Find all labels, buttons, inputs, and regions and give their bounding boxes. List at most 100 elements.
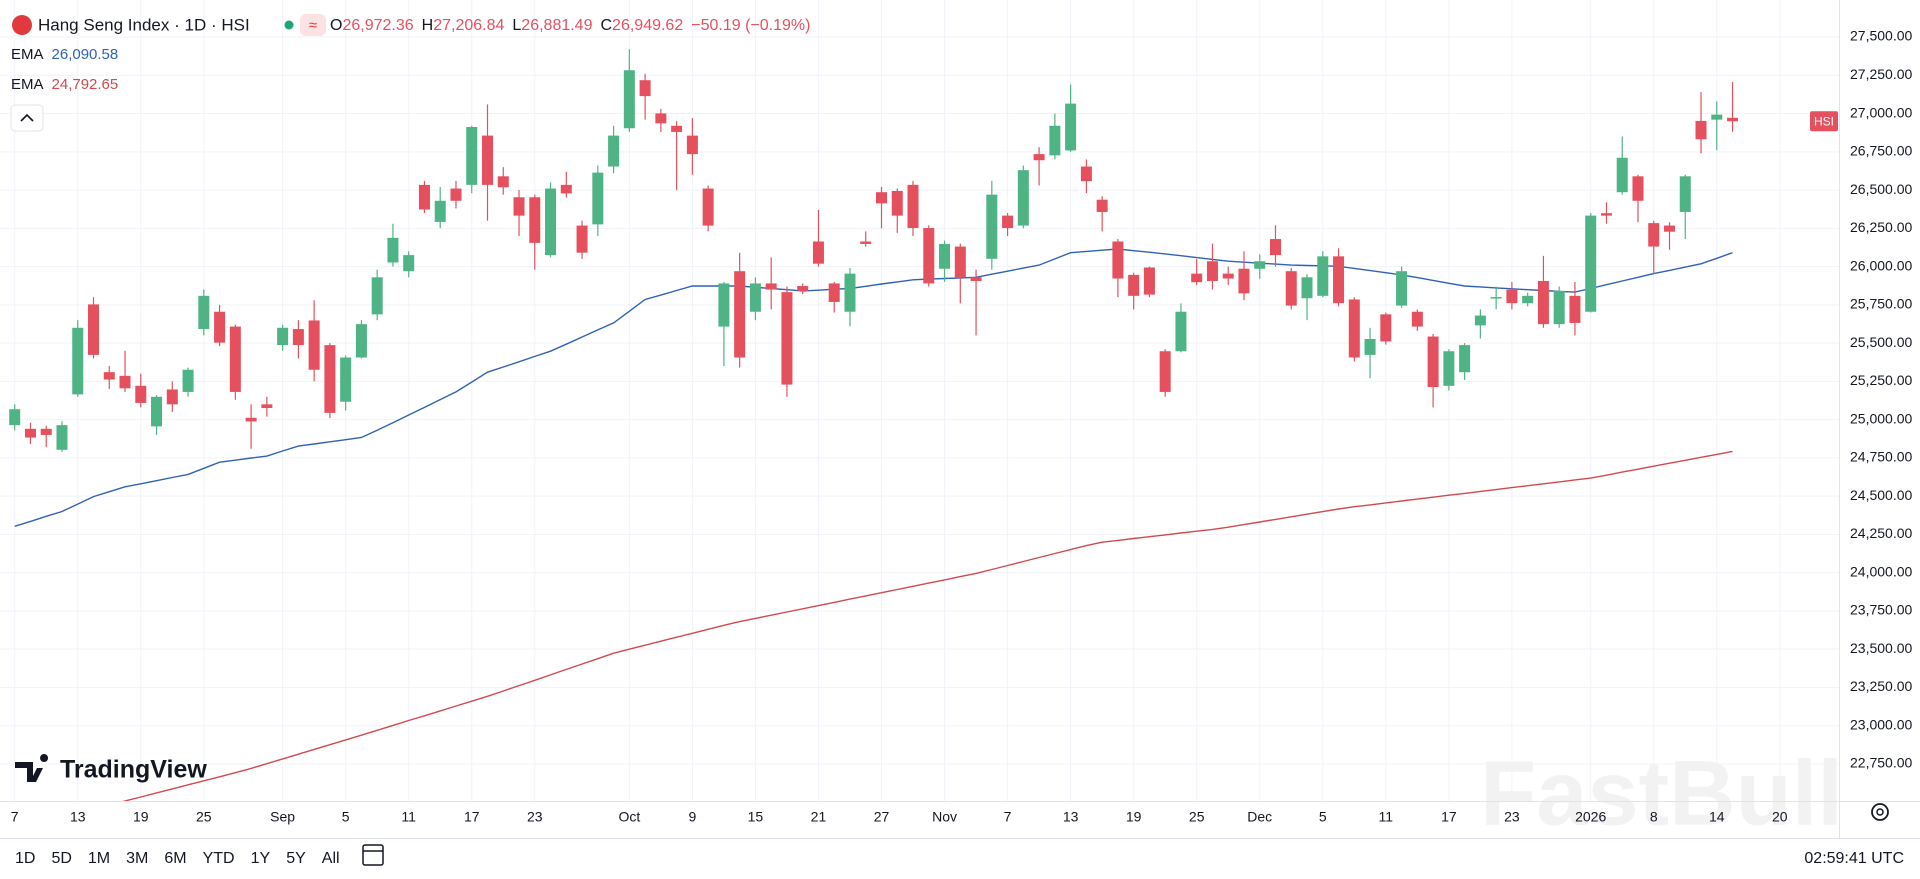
- candle-body: [450, 188, 462, 201]
- range-button[interactable]: YTD: [203, 850, 235, 867]
- range-button[interactable]: 1Y: [251, 850, 271, 867]
- x-tick-label: 5: [342, 809, 350, 825]
- candle-body: [1490, 297, 1502, 299]
- range-button[interactable]: 5D: [51, 850, 71, 867]
- x-tick-label: 15: [748, 809, 764, 825]
- settings-icon: [1876, 808, 1884, 816]
- candle-body: [103, 372, 115, 380]
- candle-body: [1333, 256, 1345, 304]
- y-tick-label: 26,000.00: [1850, 257, 1912, 273]
- x-tick-label: 11: [401, 809, 416, 825]
- x-tick-label: 25: [196, 809, 212, 825]
- candle-body: [277, 327, 289, 346]
- candle-body: [56, 425, 68, 450]
- y-tick-label: 27,000.00: [1850, 104, 1912, 120]
- candle-body: [876, 192, 887, 204]
- x-tick-label: Nov: [932, 809, 957, 825]
- candle-body: [119, 375, 131, 389]
- candle-body: [1254, 261, 1266, 269]
- candle-body: [655, 113, 667, 124]
- candle-body: [1648, 223, 1660, 247]
- candle-body: [1159, 351, 1171, 392]
- indicator-pill[interactable]: [300, 14, 326, 36]
- x-tick-label: 19: [1126, 809, 1142, 825]
- candle-body: [387, 237, 399, 263]
- candle-body: [1191, 273, 1203, 283]
- x-tick-label: 7: [11, 809, 19, 825]
- candle-body: [261, 404, 273, 408]
- symbol-icon: [12, 15, 32, 35]
- range-button[interactable]: All: [322, 850, 340, 867]
- candle-body: [9, 409, 21, 426]
- watermark: FastBull: [1480, 742, 1843, 844]
- candle-body: [324, 345, 336, 413]
- candle-body: [1679, 176, 1691, 212]
- range-button[interactable]: 3M: [126, 850, 148, 867]
- y-tick-label: 24,500.00: [1850, 487, 1912, 503]
- toolbar: 1D 5D 1M 3M 6M YTD 1Y 5Y All: [15, 850, 340, 867]
- ohlc-key: C: [600, 17, 612, 34]
- candle-body: [1112, 241, 1124, 279]
- candle-body: [907, 184, 919, 229]
- candle-body: [482, 135, 493, 185]
- ohlc-legend: O26,972.36 H27,206.84 L26,881.49 C26,949.62…: [330, 17, 810, 34]
- x-tick-label: 25: [1189, 809, 1205, 825]
- candle-body: [1695, 120, 1707, 140]
- clock: 02:59:41 UTC: [1804, 850, 1904, 867]
- y-tick-label: 23,750.00: [1850, 602, 1912, 618]
- ema-legend-value: 24,792.65: [52, 76, 119, 93]
- ohlc-value: 26,949.62: [612, 17, 683, 34]
- candle-body: [1537, 280, 1549, 325]
- candle-body: [1632, 176, 1644, 201]
- range-button[interactable]: 6M: [164, 850, 186, 867]
- candle-body: [1553, 290, 1565, 325]
- candle-body: [718, 283, 730, 327]
- range-button[interactable]: 1D: [15, 850, 35, 867]
- collapse-button[interactable]: [10, 104, 44, 132]
- candle-body: [1143, 267, 1155, 295]
- x-tick-label: 20: [1772, 809, 1788, 825]
- candle-body: [1270, 239, 1281, 256]
- ohlc-key: H: [422, 17, 434, 34]
- candle-body: [844, 273, 856, 312]
- candle-body: [560, 184, 572, 194]
- x-tick-label: 8: [1650, 809, 1658, 825]
- indicator-pill-icon: ≈: [309, 17, 317, 34]
- x-tick-label: 14: [1709, 809, 1725, 825]
- candle-body: [1222, 273, 1234, 279]
- candle-body: [198, 295, 210, 330]
- candle-body: [1049, 125, 1061, 156]
- candle-body: [418, 184, 430, 210]
- y-tick-label: 23,000.00: [1850, 716, 1912, 732]
- ohlc-value: 27,206.84: [433, 17, 504, 34]
- settings-button[interactable]: [1871, 803, 1889, 821]
- x-tick-label: 23: [527, 809, 543, 825]
- x-tick-label: 7: [1004, 809, 1012, 825]
- candle-body: [1080, 166, 1092, 182]
- x-tick-label: 19: [133, 809, 149, 825]
- candle-body: [1065, 103, 1077, 151]
- candle-body: [308, 320, 320, 370]
- candle-body: [355, 324, 367, 358]
- candle-body: [1616, 157, 1628, 193]
- candle-body: [1664, 225, 1675, 232]
- candle-body: [24, 428, 36, 438]
- range-button[interactable]: 5Y: [286, 850, 306, 867]
- candle-body: [923, 228, 935, 284]
- candle-body: [340, 357, 352, 402]
- range-button[interactable]: 1M: [88, 850, 110, 867]
- y-tick-label: 27,250.00: [1850, 66, 1912, 82]
- candle-body: [749, 283, 761, 312]
- x-tick-label: 27: [874, 809, 890, 825]
- candle-body: [828, 283, 840, 302]
- ema-line: [122, 450, 1733, 801]
- candle-body: [182, 369, 194, 392]
- candle-body: [1096, 199, 1108, 212]
- candle-body: [1364, 338, 1376, 355]
- candle-body: [1033, 154, 1045, 161]
- ohlc-key: L: [512, 17, 521, 34]
- price-tag-label: HSI: [1814, 114, 1834, 128]
- ema-legend: EMA 26,090.58 EMA 24,792.65: [11, 46, 118, 93]
- date-range-button[interactable]: [362, 844, 384, 866]
- x-tick-label: 11: [1379, 809, 1394, 825]
